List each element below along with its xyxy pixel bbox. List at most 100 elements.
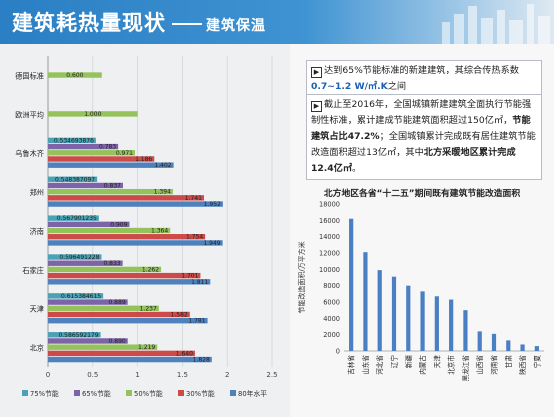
bar [48, 137, 96, 144]
category-label: 内蒙古 [418, 355, 427, 375]
data-label: 1.219 [138, 344, 155, 351]
y-tick-label: 16000 [319, 217, 340, 225]
bar [506, 340, 511, 351]
category-label: 天津 [433, 355, 441, 369]
bar [48, 227, 171, 234]
bar [48, 338, 128, 344]
legend-label: 80年水平 [238, 389, 267, 398]
skyline-illustration [442, 4, 550, 44]
legend-swatch [74, 390, 80, 396]
legend-swatch [230, 390, 236, 396]
bar [491, 333, 497, 351]
category-label: 北京市 [447, 355, 456, 375]
note2-bold1: 节能建筑占比47.2% [311, 115, 531, 142]
bar [420, 291, 425, 351]
left-chart-panel: 0 0.5 1 1.5 2 2.5 德国标准 0.600 欧洲平均 1.000 乌鲁木齐 0.5346… [0, 44, 290, 417]
bar [48, 234, 206, 240]
data-label: 0.600 [66, 72, 83, 79]
category-label: 北京 [30, 344, 44, 353]
data-label: 0.909 [110, 221, 127, 228]
play-triangle-icon: ▶ [311, 101, 322, 112]
title-main-text: 建筑耗热量现状 [12, 11, 166, 35]
bar [48, 350, 195, 357]
data-label: 1.237 [140, 305, 157, 312]
note2-part2: ；全国城镇累计完成既有居住建筑节能改造面积超过13亿㎡，其中 [311, 131, 536, 158]
category-label: 济南 [30, 227, 44, 236]
bar [48, 201, 223, 207]
note2-bold2: 北方采暖地区累计完成12.4亿㎡ [311, 147, 516, 174]
note2-part3: 。 [352, 163, 362, 174]
note1-highlight: 0.7~1.2 W/㎡.K [311, 81, 388, 92]
data-label: 1.582 [171, 311, 188, 318]
bar [48, 176, 98, 182]
bar [48, 293, 104, 299]
bar [349, 218, 354, 351]
data-label: 1.402 [154, 162, 171, 169]
data-label: 0.534693876 [54, 137, 94, 144]
bar [48, 162, 174, 168]
note1-part1: 达到65%节能标准的新建建筑，其综合传热系数 [324, 65, 519, 76]
y-tick-label: 6000 [323, 299, 340, 307]
bar [449, 299, 454, 351]
legend-swatch [126, 390, 132, 396]
title-sub-text: 建筑保温 [206, 18, 266, 34]
bar [391, 276, 397, 351]
bar [48, 111, 138, 117]
data-label: 1.262 [142, 266, 159, 273]
retrofit-chart-title: 北方地区各省“十二五”期间既有建筑节能改造面积 [323, 189, 521, 199]
category-label: 新疆 [404, 355, 413, 369]
bar [48, 344, 158, 350]
note1-part2: 之间 [387, 81, 407, 92]
category-label: 河南省 [490, 355, 499, 375]
category-label: 黑龙江省 [461, 355, 470, 382]
category-label: 郑州 [30, 188, 44, 197]
bar [48, 272, 201, 279]
bar [48, 156, 155, 162]
bar [520, 344, 525, 351]
data-label: 1.640 [176, 350, 193, 357]
bar [48, 221, 130, 228]
bar [363, 252, 368, 351]
play-triangle-icon: ▶ [311, 67, 322, 78]
data-label: 1.364 [151, 228, 168, 235]
category-label: 乌鲁木齐 [15, 149, 44, 158]
data-label: 1.828 [193, 357, 210, 364]
bar [48, 240, 223, 246]
data-label: 1.952 [204, 201, 221, 208]
bar [48, 188, 173, 195]
category-label: 德国标准 [15, 71, 44, 80]
data-label: 0.889 [108, 299, 125, 306]
bar [48, 332, 101, 338]
y-tick-label: 14000 [319, 233, 340, 241]
x-tick-label: 0 [46, 371, 50, 379]
category-label: 山东省 [361, 355, 370, 375]
header-banner: 建筑耗热量现状 建筑保温 [0, 0, 554, 44]
y-tick-label: 12000 [319, 250, 340, 258]
legend-swatch [22, 390, 28, 396]
data-label: 0.783 [99, 144, 116, 151]
category-label: 石家庄 [22, 266, 44, 275]
legend-label: 50%节能 [134, 389, 163, 398]
heat-consumption-chart: 0 0.5 1 1.5 2 2.5 德国标准 0.600 欧洲平均 1.000 乌鲁木齐 0.5346… [15, 56, 278, 398]
bar [48, 254, 102, 260]
category-label: 陕西省 [518, 355, 527, 375]
category-label: 甘肃 [504, 355, 513, 369]
data-label: 1.949 [203, 240, 220, 247]
bar [48, 195, 204, 201]
title-separator [172, 23, 202, 25]
data-label: 0.586592179 [58, 332, 98, 339]
page-title: 建筑耗热量现状 建筑保温 [12, 7, 266, 37]
data-label: 0.567901235 [57, 215, 97, 222]
data-label: 0.837 [104, 182, 121, 189]
bar [48, 72, 102, 78]
category-label: 辽宁 [390, 355, 399, 369]
data-label: 1.811 [191, 279, 208, 286]
category-label: 宁夏 [532, 355, 541, 369]
bar [48, 279, 211, 285]
x-tick-label: 0.5 [87, 371, 98, 379]
bar [377, 270, 382, 351]
retrofit-area-chart: 节能改造面积/万平方米 0 2000 4000 6000 8000 10000 12000 14… [297, 201, 544, 382]
data-label: 1.701 [181, 273, 198, 280]
category-label: 河北省 [375, 355, 384, 375]
bar [48, 215, 99, 221]
